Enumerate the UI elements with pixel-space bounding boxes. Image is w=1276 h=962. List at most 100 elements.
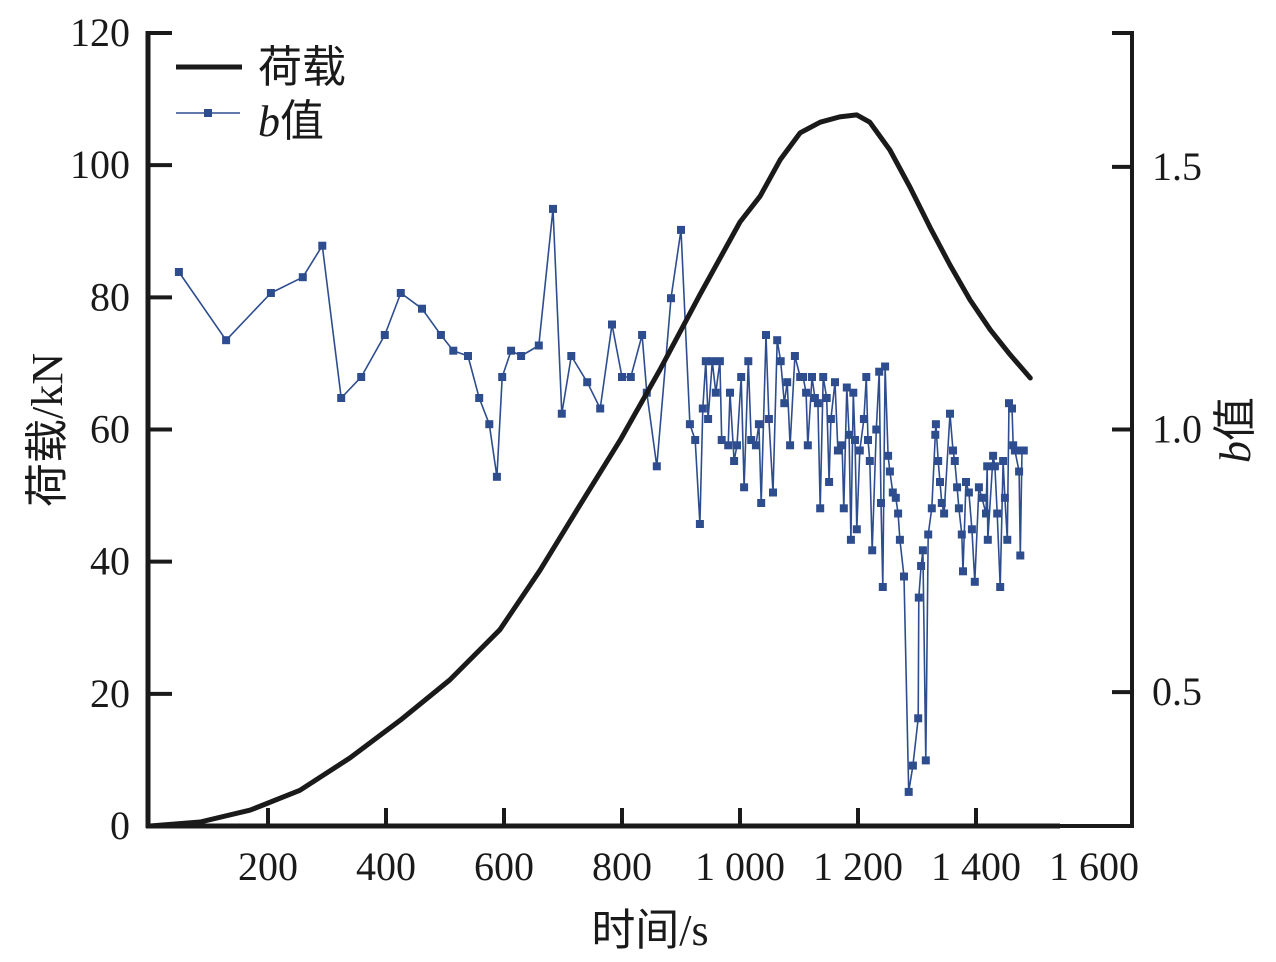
b-value-point <box>996 583 1005 591</box>
y-ticks: 0 20 40 60 80 100 120 <box>70 10 172 848</box>
b-value-point <box>396 289 405 297</box>
y2-tick-label: 1.5 <box>1152 144 1202 189</box>
y2-axis-title-rest: 值 <box>1211 397 1260 441</box>
b-value-point <box>726 388 734 397</box>
b-value-point <box>715 357 724 366</box>
b-value-point <box>747 436 756 444</box>
b-value-point <box>764 415 773 423</box>
x-tick-label: 1 000 <box>695 844 785 889</box>
b-value-point <box>934 457 943 465</box>
b-value-point <box>891 493 900 502</box>
b-value-point <box>855 446 864 455</box>
x-tick-label: 1 200 <box>813 844 903 889</box>
x-tick-label: 600 <box>474 844 534 889</box>
b-value-point <box>957 530 966 539</box>
legend-b-marker <box>204 109 212 117</box>
b-value-point <box>914 714 923 723</box>
b-value-point <box>740 483 749 492</box>
b-value-point <box>833 446 842 455</box>
b-value-point <box>819 373 828 381</box>
b-value-point <box>337 394 346 402</box>
b-value-point <box>618 373 626 381</box>
b-value-point <box>737 373 746 381</box>
b-value-point <box>954 504 963 513</box>
y-tick-label: 0 <box>110 803 130 848</box>
b-value-point <box>695 520 704 528</box>
b-value-point <box>862 373 871 381</box>
legend-b-italic: b <box>258 97 280 146</box>
b-value-point <box>549 204 557 213</box>
b-value-point <box>983 462 992 471</box>
b-value-point <box>999 457 1008 465</box>
b-value-point <box>917 562 926 570</box>
y2-axis-title-italic: b <box>1211 441 1260 463</box>
b-value-point <box>751 441 760 450</box>
b-value-point <box>924 530 933 539</box>
b-value-point <box>318 241 327 250</box>
b-value-point <box>989 451 998 460</box>
series-load <box>147 112 1033 829</box>
b-value-point <box>878 583 887 591</box>
b-value-point <box>608 320 616 329</box>
y-tick-label: 80 <box>90 274 130 319</box>
x-axis-title: 时间/s <box>591 906 708 955</box>
load-line <box>147 112 1033 829</box>
b-value-point <box>931 430 940 439</box>
y-tick-label: 60 <box>90 407 130 452</box>
b-value-point <box>711 388 720 397</box>
b-value-point <box>596 404 605 413</box>
b-value-point <box>822 394 831 402</box>
x-tick-label: 800 <box>592 844 652 889</box>
x-tick-label: 1 600 <box>1049 844 1139 889</box>
x-tick-label: 200 <box>238 844 298 889</box>
b-value-point <box>780 399 789 408</box>
b-value-point <box>808 373 816 381</box>
y-tick-label: 20 <box>90 671 130 716</box>
b-value-point <box>884 451 893 460</box>
x-ticks: 200 400 600 800 1 000 1 200 1 400 1 600 <box>238 808 1139 889</box>
b-value-point <box>894 509 903 518</box>
y2-tick-label: 0.5 <box>1152 669 1202 714</box>
b-value-point <box>498 373 507 381</box>
b-value-point <box>959 567 967 576</box>
b-value-point <box>937 499 946 507</box>
b-value-point <box>698 404 707 413</box>
b-value-point <box>638 331 647 339</box>
b-value-point <box>298 273 307 282</box>
b-value-point <box>895 535 904 544</box>
b-value-point <box>885 467 894 476</box>
b-value-point <box>380 331 389 339</box>
b-value-point <box>865 457 874 465</box>
y2-ticks: 0.5 1.0 1.5 <box>1112 144 1202 714</box>
x-tick-label: 400 <box>356 844 416 889</box>
b-value-point <box>990 462 999 471</box>
b-value-point <box>492 472 501 481</box>
b-value-point <box>701 357 710 366</box>
b-value-point <box>900 572 908 581</box>
y-tick-label: 120 <box>70 10 130 55</box>
b-value-point <box>733 441 741 450</box>
b-value-point <box>557 409 566 418</box>
b-value-point <box>877 499 885 507</box>
b-value-point <box>773 336 782 345</box>
b-value-point <box>769 488 777 497</box>
b-value-point <box>790 352 799 360</box>
b-value-point <box>1010 446 1019 455</box>
b-value-point <box>831 378 839 387</box>
b-value-point <box>950 457 959 465</box>
b-value-point <box>888 488 897 497</box>
b-value-point <box>983 535 992 544</box>
b-value-point <box>724 441 733 450</box>
b-value-point <box>949 446 957 455</box>
b-value-point <box>449 346 458 355</box>
b-value-point <box>1000 493 1009 502</box>
legend: 荷载 b值 <box>176 43 346 146</box>
b-value-point <box>967 525 976 534</box>
b-value-point <box>464 352 472 360</box>
y2-tick-label: 1.0 <box>1152 407 1202 452</box>
b-value-point <box>583 378 592 387</box>
b-value-point <box>1016 551 1025 560</box>
b-value-point <box>846 535 855 544</box>
b-value-point <box>977 493 986 502</box>
